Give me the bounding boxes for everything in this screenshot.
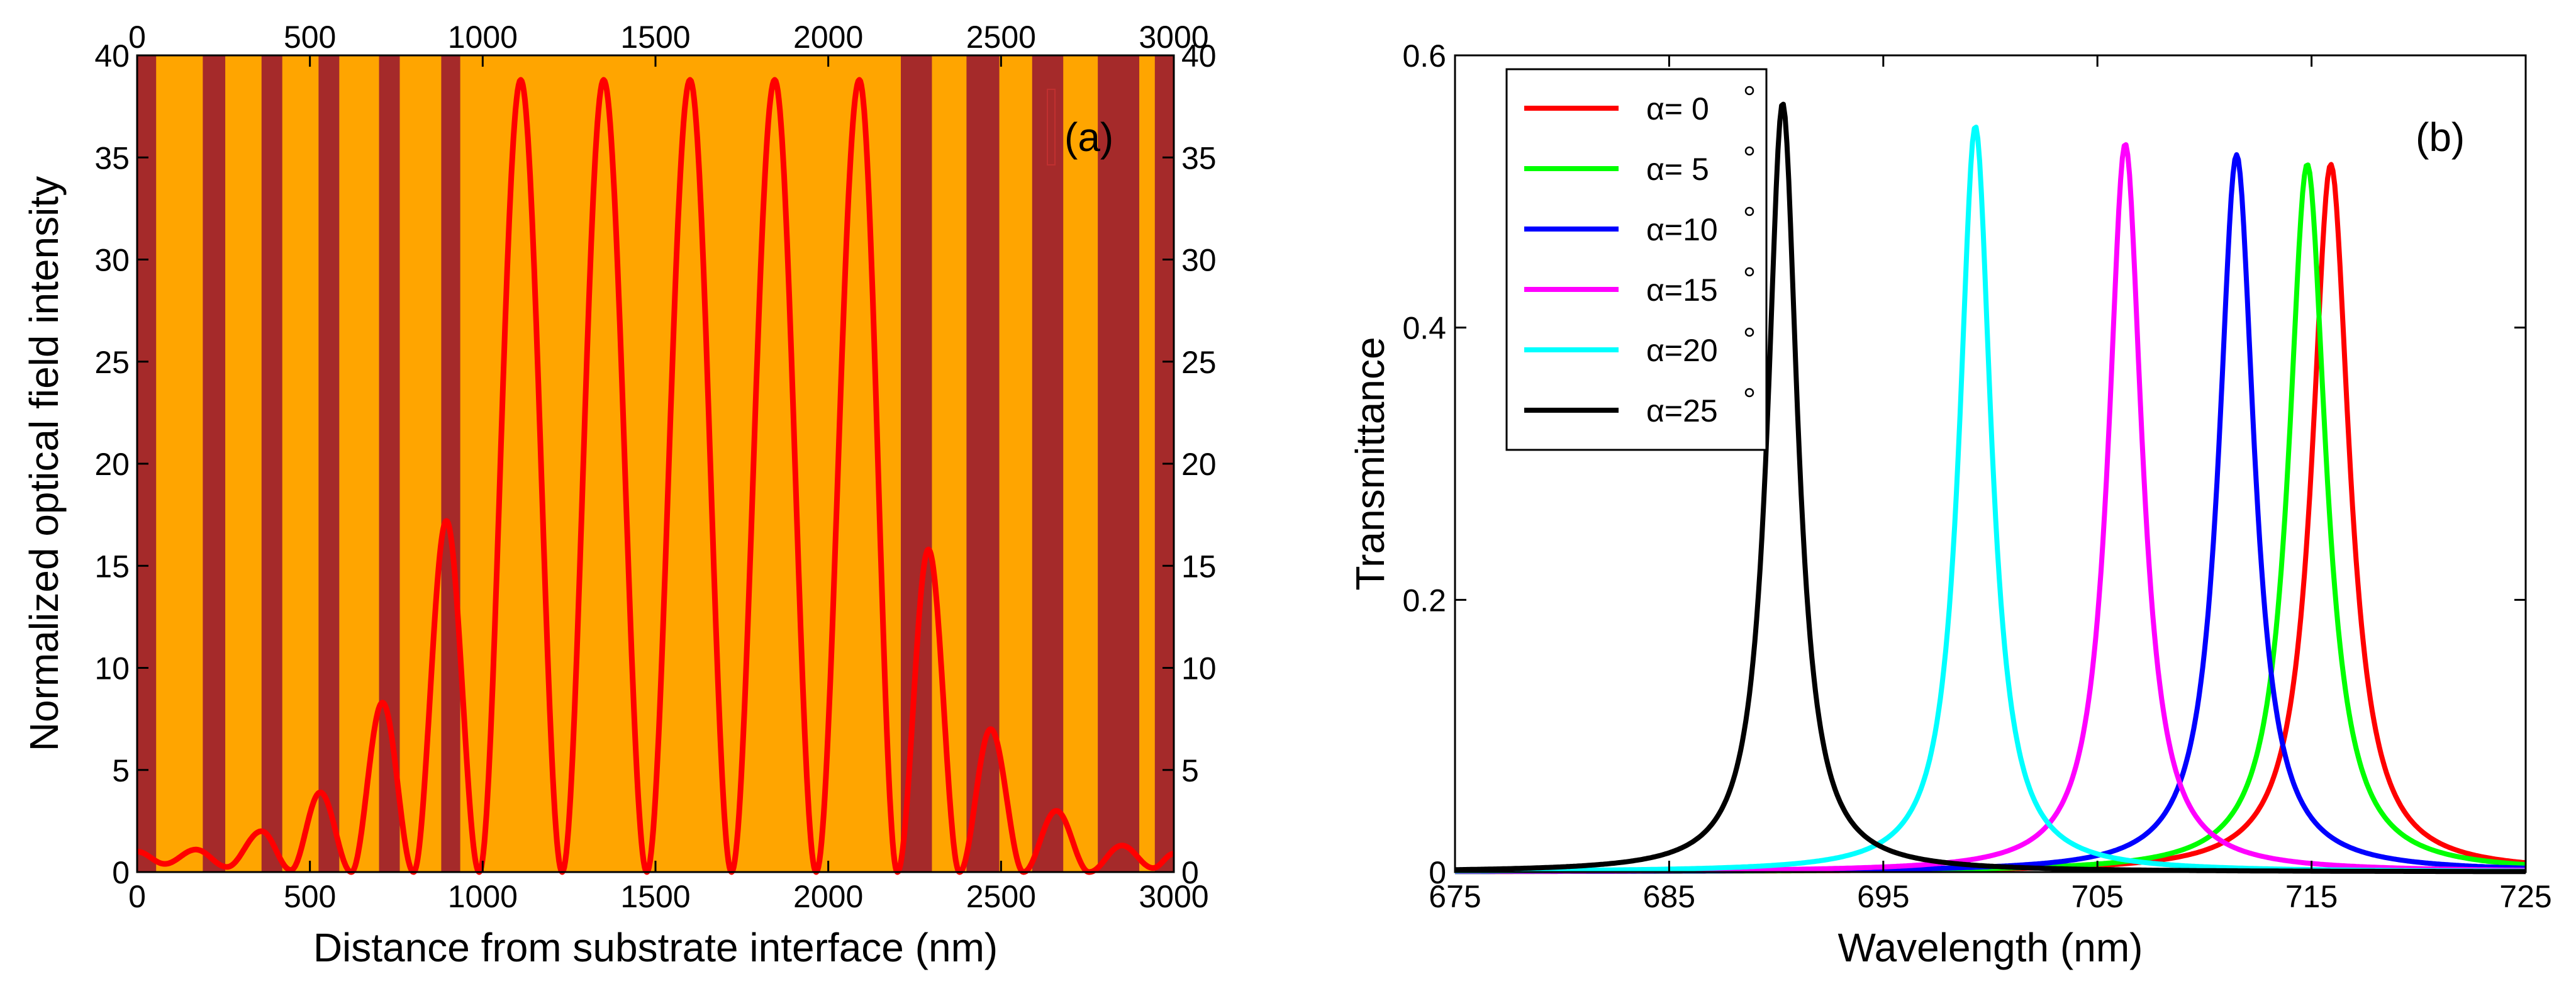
- panel-b-transmittance-chart: 675 685 695 705 715 725 0 0.2 0.4 0.6 Wavelength (…: [1347, 38, 2552, 970]
- x-tick-label-top: 1000: [448, 20, 518, 55]
- y-axis-label: Transmittance: [1347, 337, 1393, 590]
- panel-a-field-intensity-chart: 0050050010001000150015002000200025002500…: [21, 20, 1217, 970]
- x-axis-label: Wavelength (nm): [1838, 925, 2143, 970]
- y-tick-label: 15: [94, 549, 130, 584]
- legend-label: α=20: [1646, 333, 1718, 368]
- y-tick-label: 20: [94, 447, 130, 482]
- y-tick-label: 0: [112, 855, 130, 890]
- legend-item: α= 5: [1524, 146, 1754, 187]
- x-tick-label: 715: [2285, 879, 2338, 914]
- x-tick-label-top: 2500: [966, 20, 1036, 55]
- legend-item: α=10: [1524, 206, 1754, 247]
- legend-label: α=15: [1646, 272, 1718, 308]
- x-tick-label: 685: [1643, 879, 1695, 914]
- degree-mark: [1744, 206, 1754, 216]
- dark-layer-band: [203, 55, 226, 872]
- legend-item: α=15: [1524, 267, 1754, 308]
- y-tick-label-right: 5: [1181, 753, 1199, 788]
- y-tick-label: 5: [112, 753, 130, 788]
- x-tick-label: 705: [2071, 879, 2123, 914]
- x-axis-label: Distance from substrate interface (nm): [313, 925, 998, 970]
- degree-mark: [1744, 267, 1754, 277]
- dark-layer-band: [901, 55, 932, 872]
- background-layer-light: [137, 55, 1174, 872]
- x-tick-label: 725: [2499, 879, 2551, 914]
- x-tick-label: 3000: [1139, 879, 1208, 914]
- dark-layer-band: [441, 55, 460, 872]
- y-tick-label-right: 15: [1181, 549, 1217, 584]
- x-tick-label-top: 0: [128, 20, 146, 55]
- legend-item: α= 0: [1524, 86, 1754, 126]
- y-tick-label: 0.2: [1402, 583, 1446, 618]
- x-tick-label: 500: [284, 879, 336, 914]
- y-tick-label-right: 35: [1181, 140, 1217, 176]
- y-tick-label-right: 25: [1181, 345, 1217, 380]
- legend-item: α=20: [1524, 327, 1754, 368]
- y-tick-label: 0: [1429, 855, 1446, 890]
- legend-label: α= 0: [1646, 91, 1709, 126]
- dark-layer-band: [261, 55, 282, 872]
- x-tick-label: 675: [1429, 879, 1481, 914]
- y-tick-label: 10: [94, 651, 130, 686]
- degree-mark: [1744, 86, 1754, 96]
- dark-layer-band: [379, 55, 400, 872]
- y-axis-label: Normalized optical field intensity: [21, 176, 67, 751]
- x-tick-label-top: 1500: [620, 20, 690, 55]
- y-tick-label: 40: [94, 38, 130, 74]
- legend-label: α=10: [1646, 212, 1718, 247]
- y-tick-label-right: 0: [1181, 855, 1199, 890]
- dark-layer-band: [1032, 55, 1064, 872]
- legend-box: [1505, 68, 1768, 451]
- dark-layer-band: [1098, 55, 1140, 872]
- y-tick-label: 0.4: [1402, 311, 1446, 346]
- y-tick-label-right: 30: [1181, 243, 1217, 278]
- x-tick-label: 1500: [620, 879, 690, 914]
- panel-tag-b: (b): [2416, 115, 2465, 160]
- x-tick-label-top: 500: [284, 20, 336, 55]
- legend-label: α= 5: [1646, 152, 1709, 187]
- x-tick-label: 0: [128, 879, 146, 914]
- degree-mark: [1744, 146, 1754, 156]
- degree-mark: [1744, 327, 1754, 337]
- x-tick-label-top: 3000: [1139, 20, 1208, 55]
- panel-tag-marker: [1047, 89, 1056, 165]
- legend-label: α=25: [1646, 393, 1718, 428]
- dark-layer-band: [318, 55, 340, 872]
- y-tick-label-right: 40: [1181, 38, 1217, 74]
- x-tick-label: 2000: [793, 879, 863, 914]
- panel-tag-a: (a): [1064, 115, 1113, 160]
- x-tick-label: 2500: [966, 879, 1036, 914]
- plot-frame: [1454, 54, 2527, 873]
- y-tick-label: 30: [94, 243, 130, 278]
- y-tick-label: 0.6: [1402, 38, 1446, 74]
- y-tick-label: 35: [94, 140, 130, 176]
- x-tick-label-top: 2000: [793, 20, 863, 55]
- legend: α= 0 α= 5 α=10 α=15 α=20 α=25: [1505, 68, 1768, 451]
- y-tick-label-right: 20: [1181, 447, 1217, 482]
- degree-mark: [1744, 388, 1754, 398]
- y-tick-label-right: 10: [1181, 651, 1217, 686]
- x-tick-label: 1000: [448, 879, 518, 914]
- legend-item: α=25: [1524, 388, 1754, 428]
- x-tick-label: 695: [1857, 879, 1909, 914]
- y-tick-label: 25: [94, 345, 130, 380]
